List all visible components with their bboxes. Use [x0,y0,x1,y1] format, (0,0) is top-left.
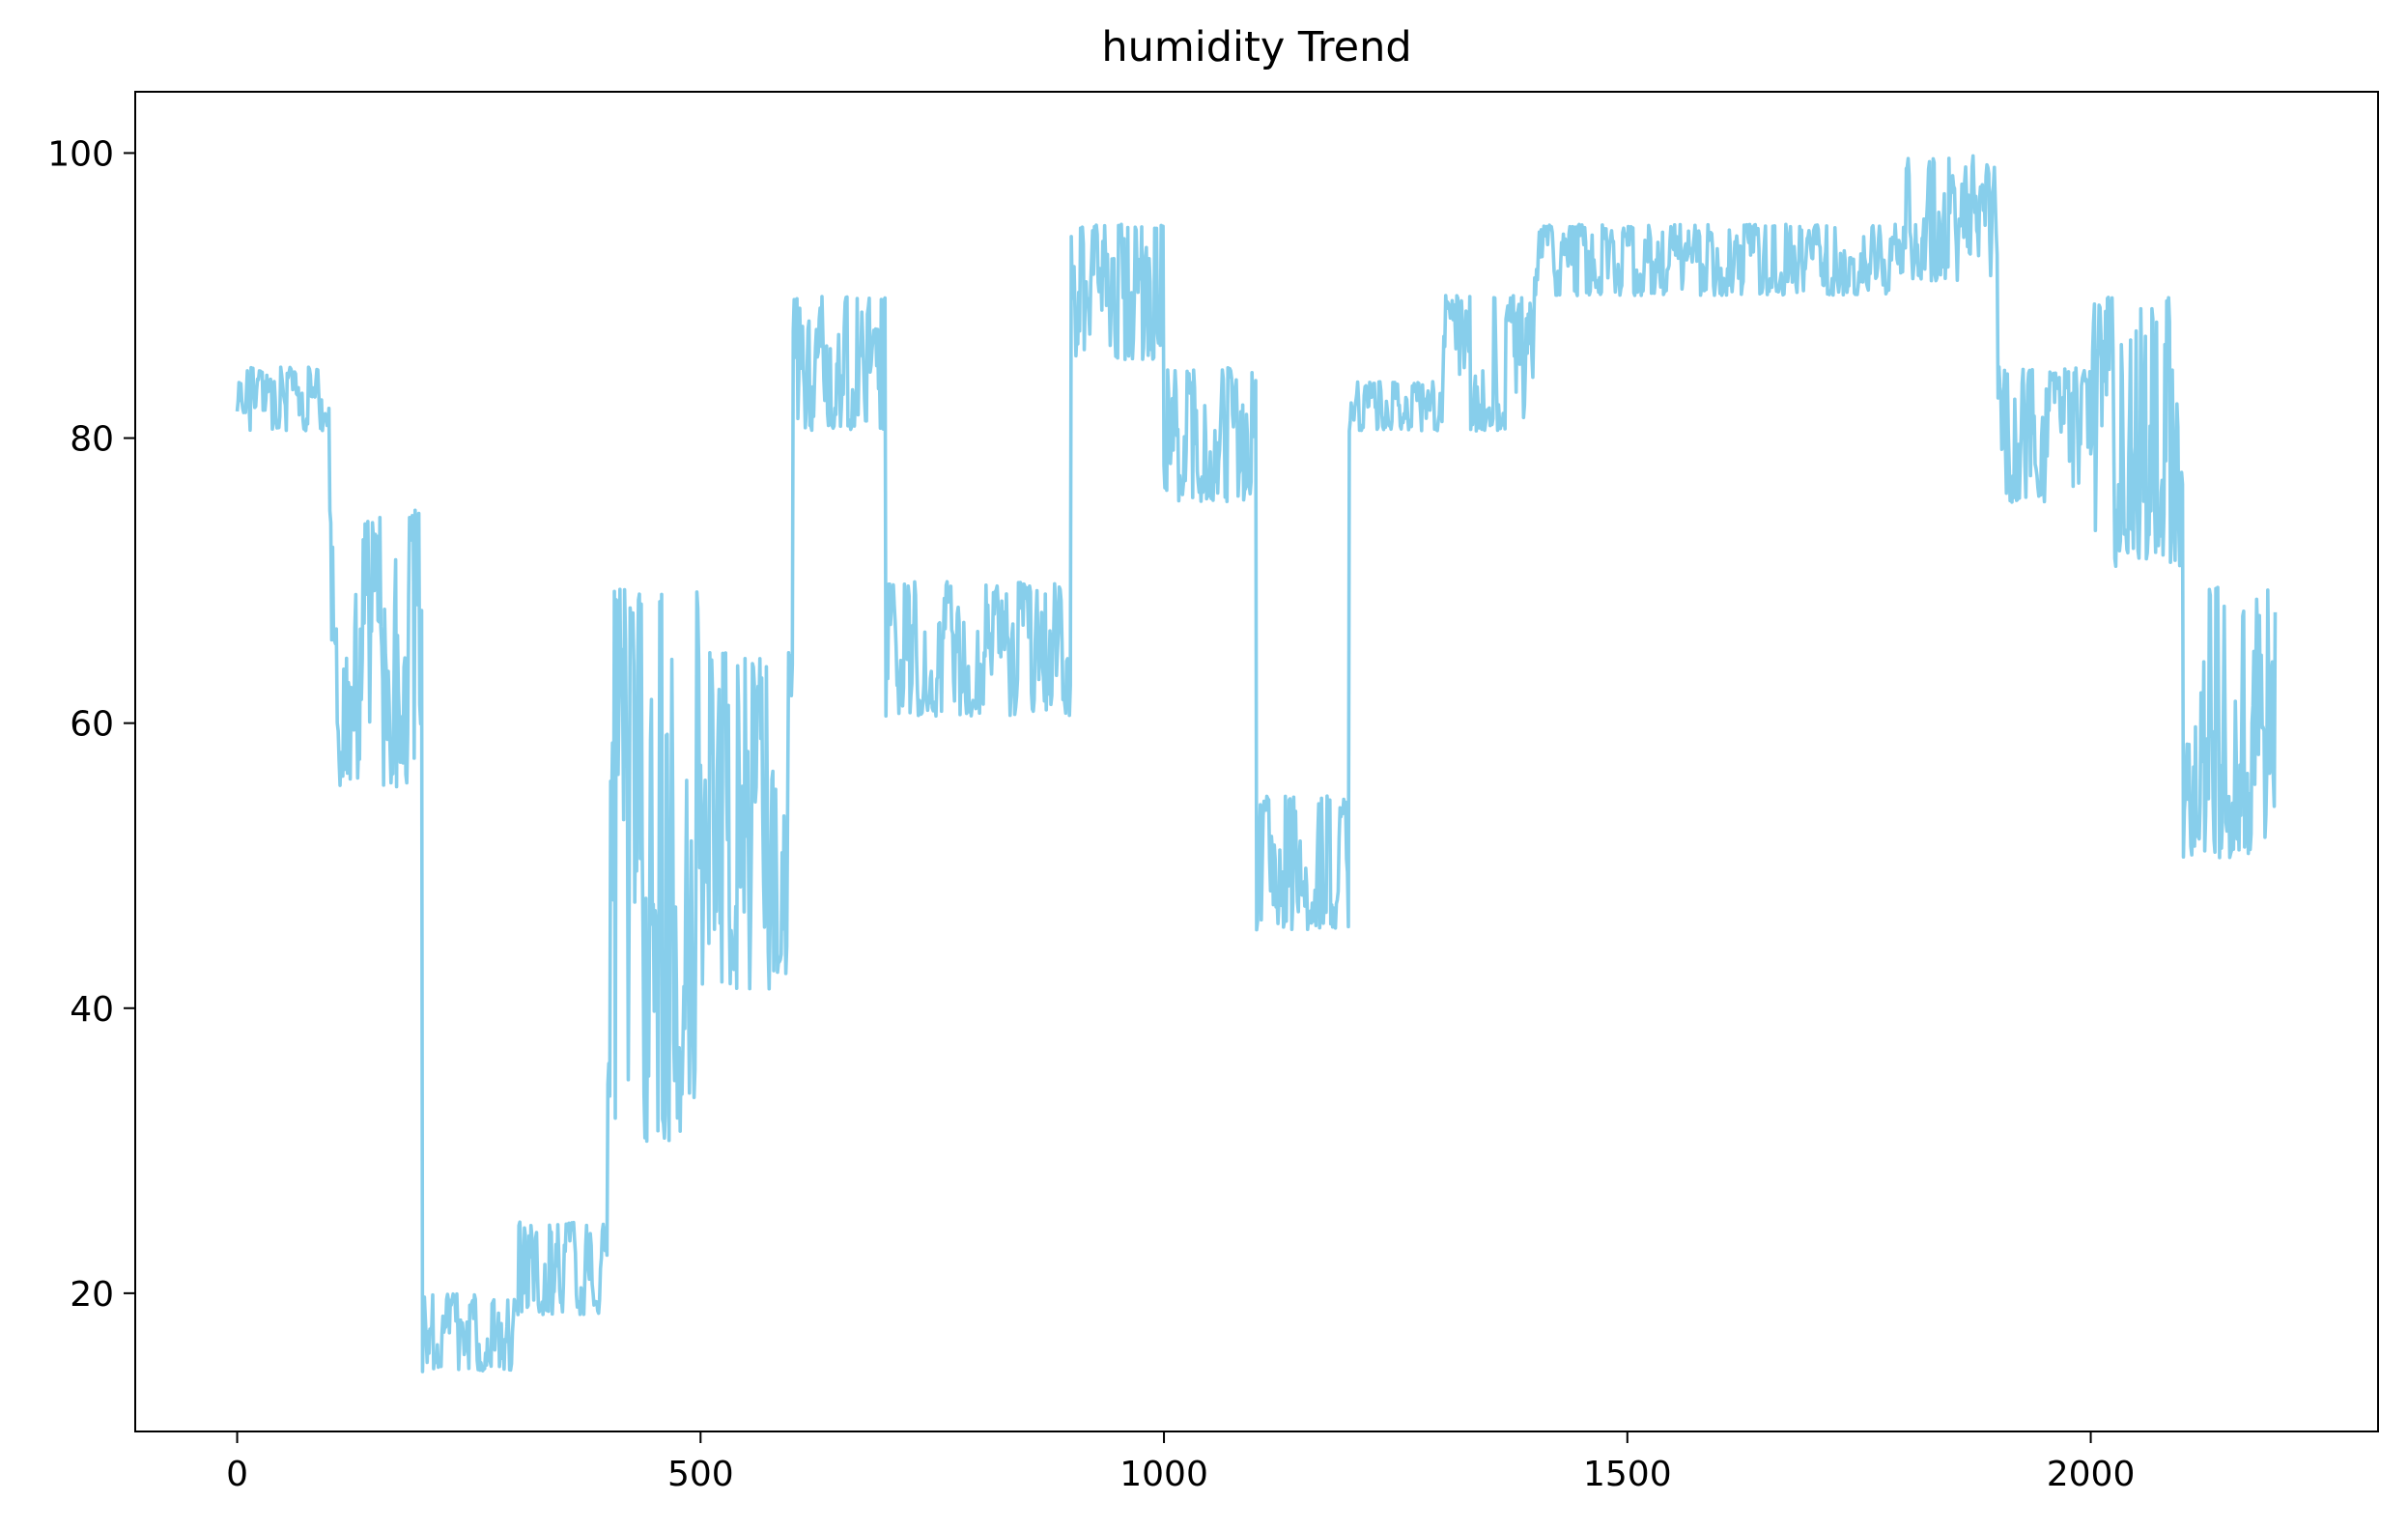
plot-frame [134,91,2379,1432]
humidity-series-line [235,154,2278,1374]
y-tick-label: 40 [70,990,114,1030]
x-tick-label: 2000 [2047,1455,2136,1494]
x-tick-label: 500 [667,1455,734,1494]
series-layer [235,154,2278,1374]
x-tick-label: 0 [226,1455,248,1494]
y-tick-label: 20 [70,1275,114,1315]
y-tick-label: 100 [47,134,114,174]
y-tick-label: 80 [70,420,114,460]
y-tick-label: 60 [70,705,114,745]
x-tick-label: 1000 [1119,1455,1208,1494]
x-tick-label: 1500 [1583,1455,1672,1494]
chart-title: humidity Trend [1101,23,1411,71]
axes-layer: 0 500 1000 1500 2000 20 40 60 80 100 [47,91,2379,1494]
